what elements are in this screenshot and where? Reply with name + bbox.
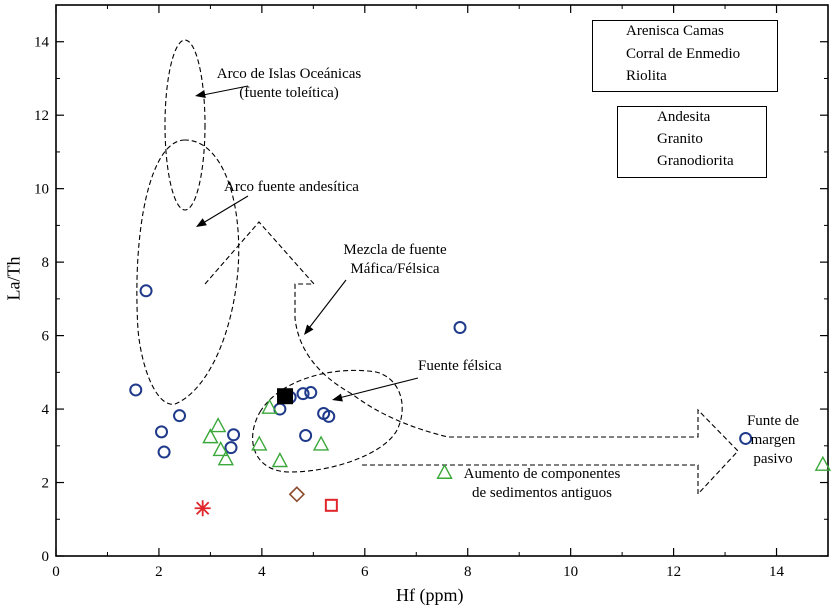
series-granodiorita <box>277 388 294 405</box>
annotation-aumento-line2: de sedimentos antiguos <box>472 485 612 501</box>
annotation-felsica: Fuente félsica <box>418 358 502 374</box>
point-corral-de-enmedio <box>212 440 229 457</box>
series-arenisca-camas <box>129 284 753 459</box>
legend-label-granodiorita: Granodiorita <box>657 153 734 169</box>
pointer-arco-andesitica-head <box>196 218 207 227</box>
point-andesita <box>288 486 305 503</box>
x-tick-label: 6 <box>361 564 369 580</box>
point-corral-de-enmedio <box>251 435 268 451</box>
annotation-mezcla: Mezcla de fuente Máfica/Félsica <box>330 241 460 279</box>
point-arenisca-camas <box>299 429 313 443</box>
point-arenisca-camas <box>296 387 310 401</box>
point-riolita <box>324 498 338 512</box>
annotation-mezcla-line1: Mezcla de fuente <box>343 242 447 258</box>
y-tick-label: 8 <box>42 255 50 271</box>
annotation-arco-islas-line2: (fuente toleítica) <box>239 85 339 101</box>
y-tick-label: 4 <box>42 402 50 418</box>
series-andesita <box>288 486 305 503</box>
annotation-aumento: Aumento de componentes de sedimentos ant… <box>452 465 632 503</box>
legend-label-arenisca-camas: Arenisca Camas <box>626 23 724 39</box>
point-corral-de-enmedio <box>209 417 227 433</box>
annotation-arco-islas: Arco de Islas Oceánicas (fuente toleític… <box>212 65 366 103</box>
x-tick-label: 0 <box>52 564 60 580</box>
y-tick-label: 10 <box>34 182 49 198</box>
x-tick-label: 4 <box>258 564 266 580</box>
pointer-felsica <box>334 377 419 400</box>
x-tick-label: 12 <box>666 564 681 580</box>
point-arenisca-camas <box>322 409 336 423</box>
point-arenisca-camas <box>304 386 318 400</box>
legend-label-granito: Granito <box>657 131 703 147</box>
x-tick-label: 14 <box>769 564 785 580</box>
point-corral-de-enmedio <box>217 450 235 466</box>
series-granito <box>194 500 211 517</box>
legend-rocks <box>617 106 767 178</box>
point-corral-de-enmedio <box>261 398 278 414</box>
y-tick-label: 0 <box>42 549 50 565</box>
point-granito <box>194 500 211 517</box>
y-axis-label: La/Th <box>3 256 24 301</box>
legend-label-andesita: Andesita <box>657 109 711 125</box>
plot-frame <box>55 4 829 557</box>
annotation-arco-andesitica: Arco fuente andesítica <box>224 179 359 195</box>
point-arenisca-camas <box>155 425 169 439</box>
x-axis-label: Hf (ppm) <box>396 585 464 605</box>
point-arenisca-camas <box>224 441 238 455</box>
y-tick-label: 2 <box>42 476 50 492</box>
mixed-source-arrow <box>204 221 739 496</box>
data-points <box>129 284 832 517</box>
y-tick-label: 14 <box>34 35 50 51</box>
series-corral-de-enmedio <box>202 398 832 479</box>
series-riolita <box>324 498 338 512</box>
annotation-margen-line3: pasivo <box>753 451 793 467</box>
point-granodiorita <box>277 388 294 405</box>
field-regions <box>136 39 739 496</box>
legend-label-corral-de-enmedio: Corral de Enmedio <box>626 46 741 62</box>
y-tick-label: 6 <box>42 329 50 345</box>
axes: 0 2 4 6 8 10 12 14 0 2 4 6 8 10 12 14 <box>34 4 829 580</box>
annotation-arco-islas-line1: Arco de Islas Oceánicas <box>216 66 362 82</box>
pointer-arco-andesitica <box>197 195 249 227</box>
point-arenisca-camas <box>157 445 171 459</box>
x-tick-label: 2 <box>155 564 163 580</box>
felsic-source-field <box>252 369 403 473</box>
point-arenisca-camas <box>139 284 153 298</box>
pointer-arco-islas <box>197 85 249 97</box>
annotation-margen-line1: Funte de <box>746 413 800 429</box>
x-tick-label: 10 <box>563 564 578 580</box>
pointer-felsica-head <box>332 393 343 402</box>
point-arenisca-camas <box>227 428 241 442</box>
point-corral-de-enmedio <box>436 463 453 479</box>
point-corral-de-enmedio <box>202 428 219 444</box>
annotation-margen-line2: margen <box>750 432 796 448</box>
pointer-mezcla <box>305 279 347 333</box>
legend-samples <box>592 20 778 92</box>
pointer-mezcla-head <box>304 324 314 335</box>
andesitic-arc-field <box>136 139 240 405</box>
annotation-aumento-line1: Aumento de componentes <box>463 466 621 482</box>
point-corral-de-enmedio <box>312 435 330 451</box>
x-tick-label: 8 <box>464 564 472 580</box>
point-arenisca-camas <box>173 409 187 423</box>
point-arenisca-camas <box>453 321 467 335</box>
point-arenisca-camas <box>739 431 753 445</box>
annotation-mezcla-line2: Máfica/Félsica <box>350 261 440 277</box>
y-tick-label: 12 <box>34 108 49 124</box>
annotation-margen-pasivo: Funte de margen pasivo <box>738 412 808 469</box>
pointer-arco-islas-head <box>195 90 206 99</box>
point-corral-de-enmedio <box>814 455 832 471</box>
legend-label-riolita: Riolita <box>626 68 667 84</box>
oceanic-island-arc-field <box>164 39 206 211</box>
point-arenisca-camas <box>129 383 143 397</box>
point-corral-de-enmedio <box>271 452 289 468</box>
